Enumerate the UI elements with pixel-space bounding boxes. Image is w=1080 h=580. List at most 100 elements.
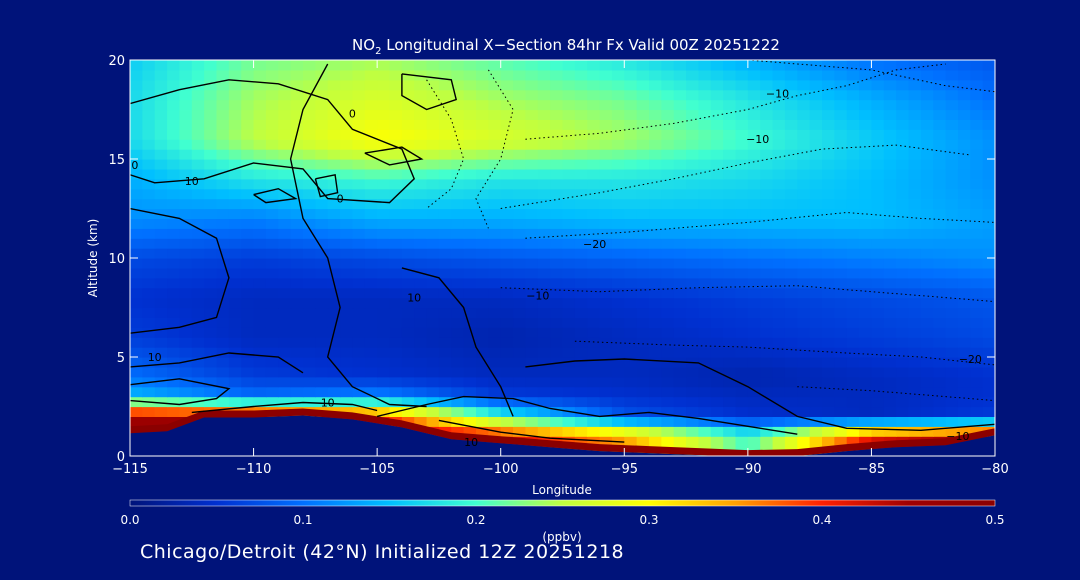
field-cell: [920, 139, 934, 150]
field-cell: [649, 327, 662, 338]
field-cell: [340, 139, 354, 150]
field-cell: [945, 238, 959, 249]
field-cell: [253, 327, 267, 338]
field-cell: [550, 426, 564, 437]
field-cell: [871, 228, 885, 239]
field-cell: [933, 297, 947, 309]
field-cell: [636, 416, 650, 427]
field-cell: [574, 416, 588, 427]
field-cell: [253, 347, 267, 358]
field-cell: [686, 366, 700, 378]
field-cell: [883, 248, 897, 259]
field-cell: [735, 426, 749, 437]
field-cell: [970, 376, 984, 388]
field-cell: [945, 109, 959, 120]
field-cell: [315, 99, 329, 111]
field-cell: [488, 79, 502, 91]
field-cell: [624, 69, 638, 81]
field-cell: [784, 228, 798, 239]
field-cell: [315, 149, 329, 160]
field-cell: [871, 198, 885, 210]
field-cell: [624, 168, 638, 180]
field-cell: [377, 317, 391, 328]
field-cell: [846, 386, 860, 398]
field-cell: [636, 357, 650, 368]
field-cell: [661, 208, 675, 219]
field-cell: [303, 307, 316, 318]
field-cell: [624, 297, 638, 309]
field-cell: [908, 119, 922, 130]
field-cell: [649, 258, 662, 269]
field-cell: [686, 89, 700, 101]
field-cell: [562, 426, 576, 437]
field-cell: [797, 99, 811, 111]
field-cell: [204, 248, 218, 259]
field-cell: [649, 208, 662, 219]
field-cell: [142, 297, 156, 309]
field-cell: [920, 248, 934, 259]
field-cell: [883, 366, 897, 378]
field-cell: [204, 287, 218, 299]
field-cell: [352, 287, 366, 299]
field-cell: [624, 238, 638, 249]
field-cell: [154, 99, 168, 111]
field-cell: [834, 208, 848, 219]
field-cell: [859, 99, 873, 111]
field-cell: [933, 198, 947, 210]
field-cell: [191, 79, 205, 91]
field-cell: [636, 228, 650, 239]
field-cell: [574, 238, 588, 249]
field-cell: [871, 436, 885, 447]
x-tick-label: −105: [359, 462, 395, 477]
field-cell: [167, 119, 181, 130]
field-cell: [265, 178, 279, 190]
field-cell: [710, 267, 724, 279]
field-cell: [846, 277, 860, 289]
field-cell: [920, 258, 934, 269]
field-cell: [747, 267, 761, 279]
field-cell: [982, 347, 995, 358]
field-cell: [142, 238, 156, 249]
field-cell: [130, 287, 143, 299]
field-cell: [488, 188, 502, 200]
field-cell: [290, 89, 304, 101]
field-cell: [204, 386, 218, 398]
field-cell: [822, 159, 835, 170]
field-cell: [636, 436, 650, 447]
field-cell: [241, 327, 255, 338]
field-cell: [747, 168, 761, 180]
field-cell: [340, 277, 354, 289]
field-cell: [451, 297, 465, 309]
field-cell: [228, 307, 242, 318]
field-cell: [735, 287, 749, 299]
field-cell: [760, 337, 774, 348]
field-cell: [414, 60, 428, 71]
field-cell: [241, 238, 255, 249]
field-cell: [228, 129, 242, 140]
field-cell: [957, 60, 971, 71]
field-cell: [364, 347, 378, 358]
field-cell: [463, 267, 477, 279]
field-cell: [970, 386, 984, 398]
field-cell: [896, 109, 910, 120]
field-cell: [797, 238, 811, 249]
field-cell: [352, 347, 366, 358]
field-cell: [797, 139, 811, 150]
field-cell: [401, 79, 415, 91]
field-cell: [859, 376, 873, 388]
field-cell: [611, 60, 625, 71]
field-cell: [982, 159, 995, 170]
field-cell: [624, 396, 638, 408]
field-cell: [599, 297, 613, 309]
field-cell: [723, 60, 737, 71]
field-cell: [389, 178, 403, 190]
field-cell: [500, 60, 514, 71]
field-cell: [265, 89, 279, 101]
field-cell: [537, 327, 551, 338]
field-cell: [599, 258, 613, 269]
field-cell: [624, 248, 638, 259]
field-cell: [636, 267, 650, 279]
field-cell: [167, 297, 181, 309]
field-cell: [352, 178, 366, 190]
field-cell: [290, 248, 304, 259]
